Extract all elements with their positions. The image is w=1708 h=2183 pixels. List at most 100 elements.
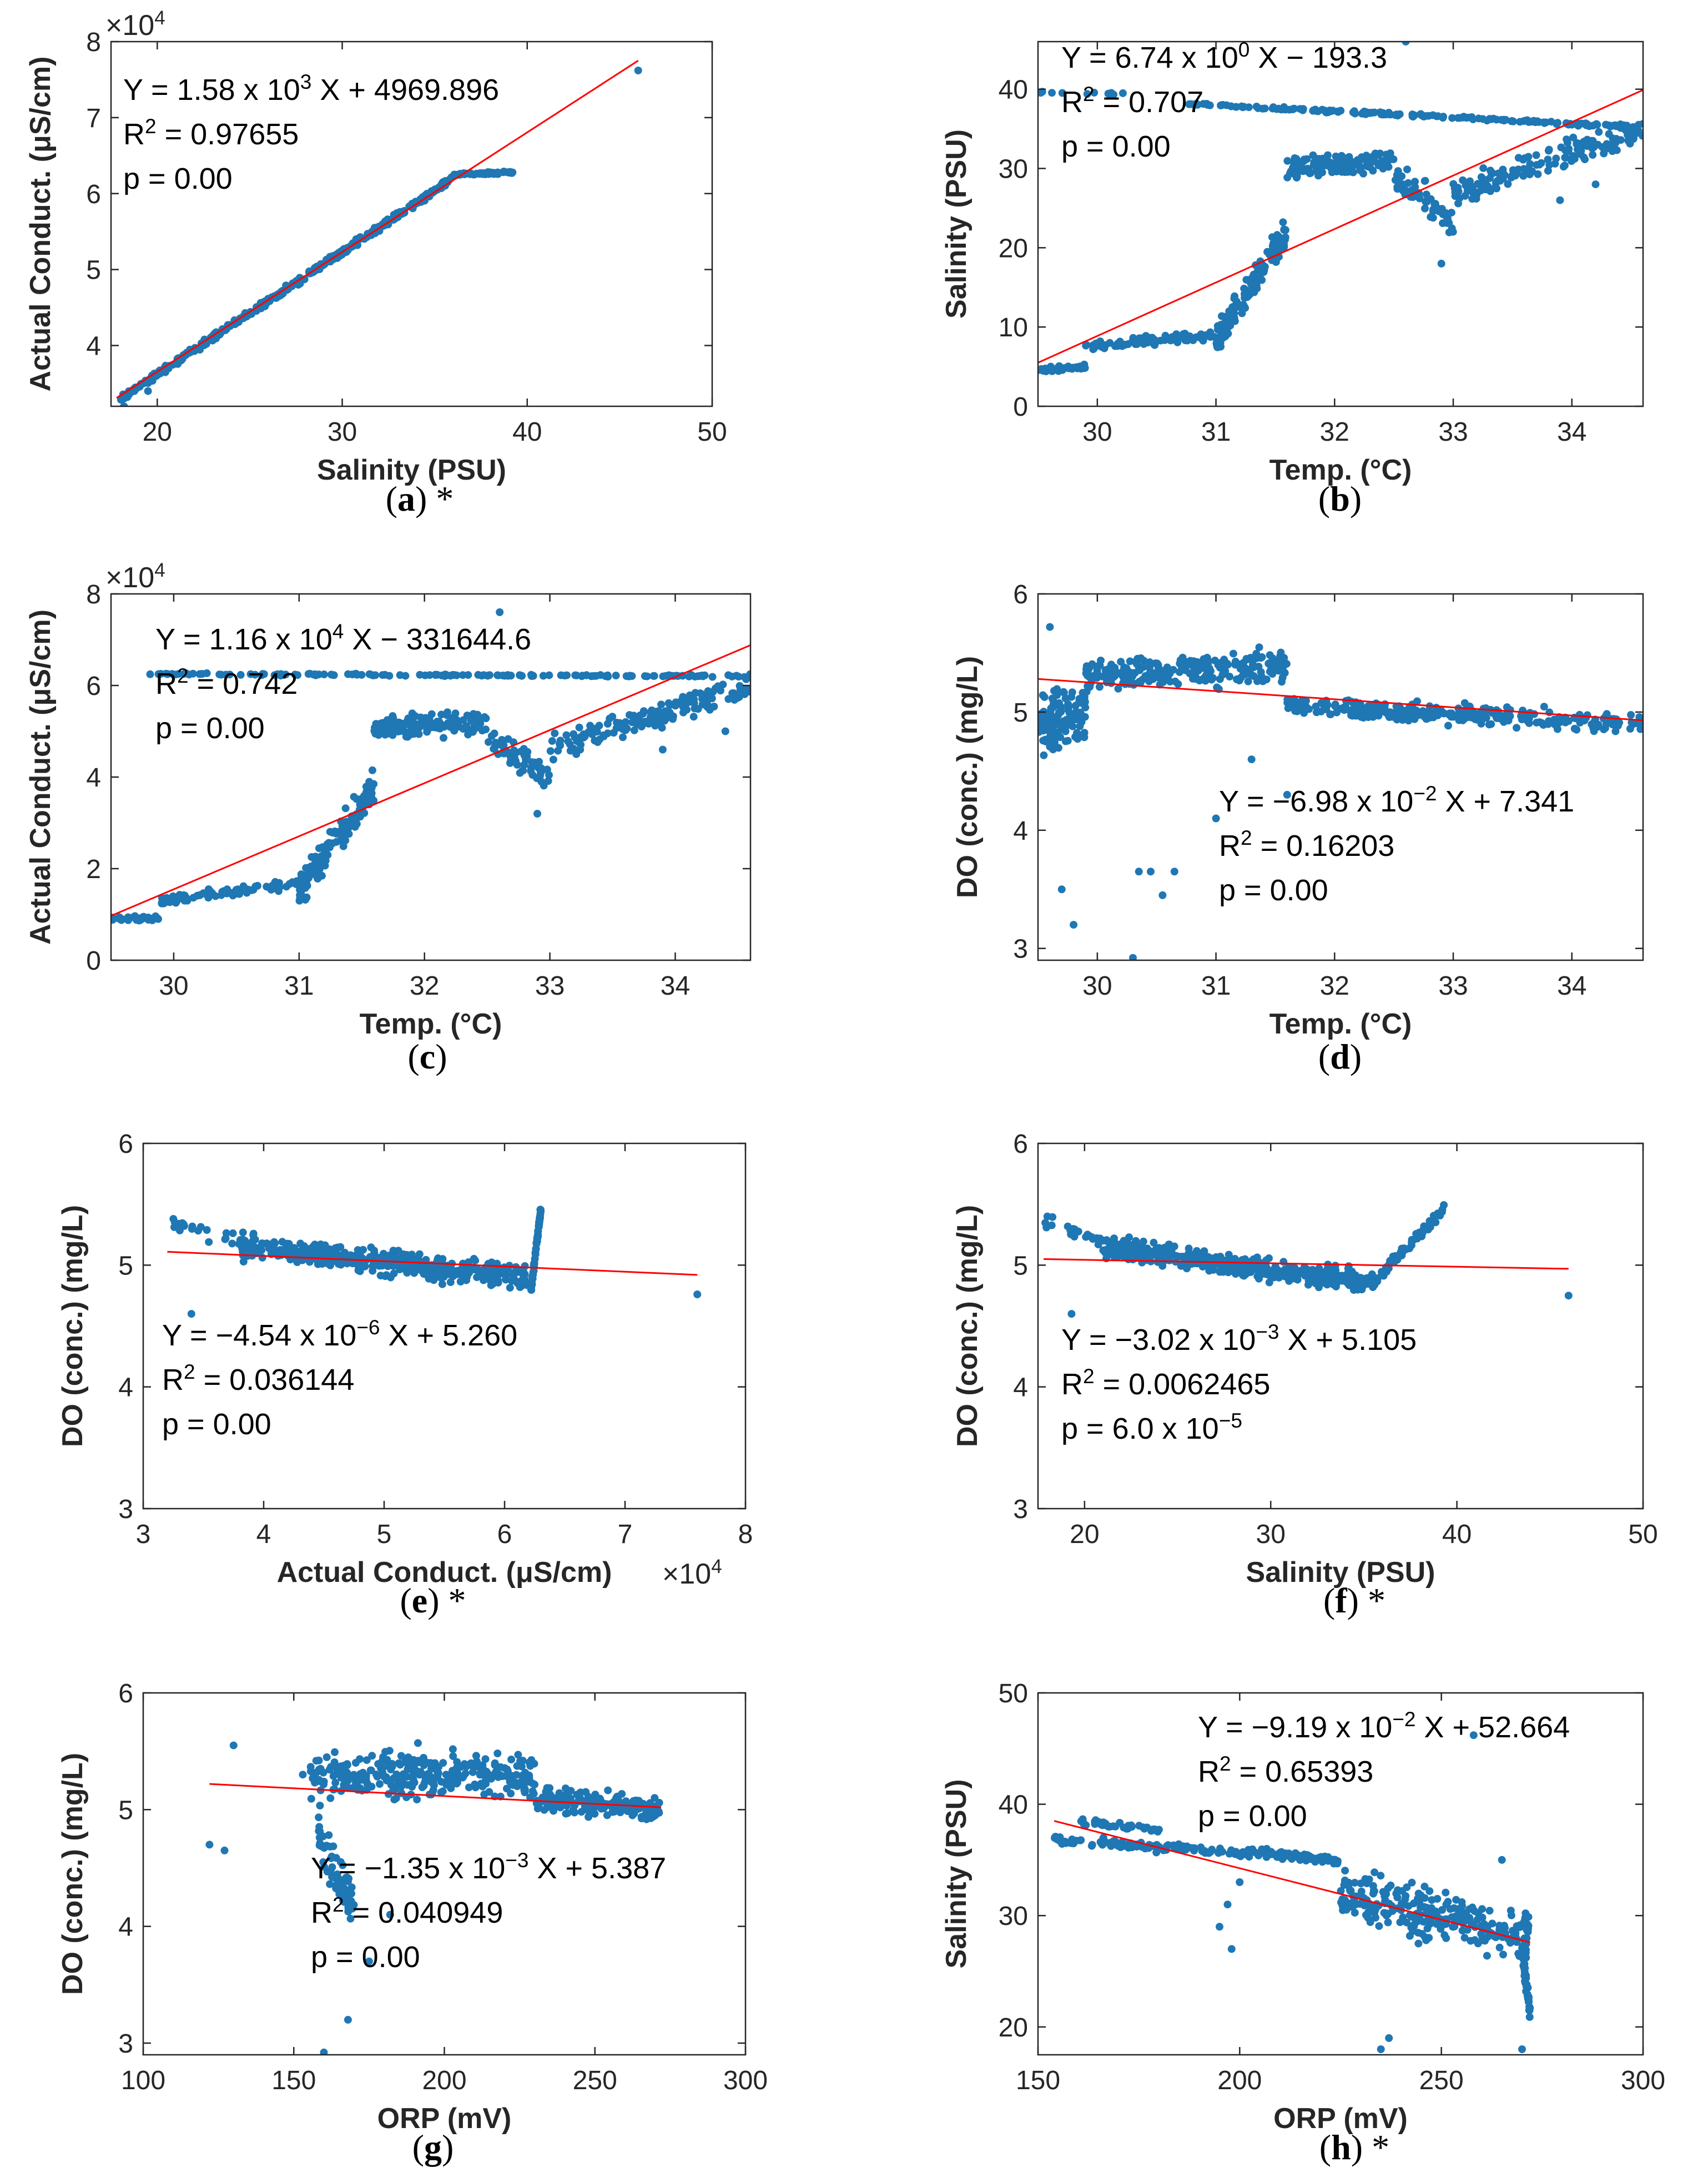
data-point [1231, 657, 1240, 666]
data-point [1206, 333, 1215, 341]
data-point [217, 891, 225, 899]
data-point [454, 1769, 462, 1778]
data-point [591, 1809, 599, 1818]
y-tick-label: 5 [118, 1796, 133, 1825]
data-point [380, 1773, 389, 1781]
data-point [507, 1789, 515, 1798]
data-point [1253, 654, 1261, 662]
x-tick-label: 34 [1557, 417, 1586, 447]
data-point [1243, 293, 1251, 301]
data-point [414, 1739, 422, 1747]
data-point [220, 326, 229, 334]
data-point [616, 719, 624, 727]
data-point [1573, 139, 1581, 147]
data-point [291, 670, 299, 679]
data-point [1269, 654, 1277, 663]
data-point [1075, 695, 1084, 703]
data-point [1293, 1853, 1302, 1862]
data-point [533, 1233, 541, 1242]
data-point [444, 708, 451, 717]
data-point [472, 1266, 480, 1274]
x-tick-label: 30 [1256, 1520, 1286, 1549]
data-point [1524, 164, 1533, 173]
data-point [1417, 110, 1425, 118]
data-point [470, 1254, 478, 1263]
data-point [381, 1272, 389, 1280]
data-point [454, 1778, 461, 1787]
data-point [1125, 1253, 1133, 1262]
data-point [1270, 664, 1278, 673]
data-point [1359, 1275, 1368, 1283]
data-point [649, 672, 658, 680]
data-point [1253, 1272, 1262, 1280]
scatter-points-f [1041, 1201, 1573, 1318]
data-point [427, 1778, 436, 1786]
data-point [1595, 128, 1603, 136]
data-point [296, 1239, 305, 1248]
x-axis-label-a: Salinity (PSU) [317, 454, 506, 486]
x-tick-label: 4 [256, 1520, 271, 1549]
data-point [364, 1781, 372, 1789]
data-point [1043, 1212, 1051, 1221]
data-point [1279, 1258, 1288, 1266]
data-point [205, 1238, 213, 1246]
data-point [664, 699, 673, 707]
data-point [694, 672, 702, 680]
data-point [532, 1239, 541, 1248]
data-point [1118, 668, 1127, 676]
data-point [1259, 1264, 1268, 1273]
caption-f: (f) * [1323, 1581, 1385, 1620]
data-point [445, 1267, 453, 1275]
data-point [593, 738, 602, 747]
data-point [679, 693, 687, 701]
data-point [1353, 1281, 1362, 1289]
data-point [319, 1832, 327, 1841]
data-point [163, 670, 172, 678]
data-point [656, 719, 664, 727]
data-point [1067, 1310, 1076, 1318]
data-point [659, 672, 667, 680]
data-point [1077, 1817, 1085, 1826]
data-point [1277, 105, 1285, 114]
data-point [1160, 1254, 1167, 1262]
data-point [1437, 259, 1445, 268]
data-point [658, 745, 667, 754]
data-point [690, 695, 698, 703]
data-point [1225, 307, 1233, 315]
data-point [1094, 1241, 1102, 1249]
data-point [357, 1263, 366, 1272]
data-point [546, 747, 555, 755]
data-point [1323, 162, 1332, 170]
scatter-points-c [111, 608, 750, 925]
annotation-line: R2 = 0.742 [155, 664, 298, 701]
data-point [1240, 103, 1248, 111]
data-point [1445, 228, 1453, 236]
data-point [1532, 151, 1540, 159]
data-point [174, 670, 183, 678]
data-point [1116, 337, 1124, 346]
data-point [1434, 711, 1442, 719]
data-point [569, 1806, 577, 1814]
data-point [1040, 367, 1048, 375]
data-point [418, 1756, 426, 1764]
data-point [377, 719, 385, 728]
data-point [328, 1863, 336, 1871]
data-point [465, 1783, 473, 1792]
annotation-line: p = 0.00 [123, 162, 233, 195]
y-axis-label-e: DO (conc.) (mg/L) [57, 1205, 89, 1447]
data-point [1333, 1859, 1342, 1868]
data-point [1211, 657, 1219, 664]
data-point [381, 730, 389, 739]
annotation-line: R2 = 0.040949 [311, 1893, 503, 1930]
data-point [318, 871, 326, 880]
data-point [365, 778, 374, 786]
y-tick-label: 4 [118, 1373, 133, 1403]
data-point [1575, 145, 1584, 154]
x-tick-label: 40 [1442, 1520, 1472, 1549]
y-tick-label: 6 [86, 180, 101, 209]
data-point [556, 737, 565, 745]
data-point [480, 1766, 488, 1774]
x-tick-label: 32 [1320, 971, 1349, 1001]
caption-c: (c) [407, 1037, 447, 1076]
data-point [306, 1248, 314, 1257]
